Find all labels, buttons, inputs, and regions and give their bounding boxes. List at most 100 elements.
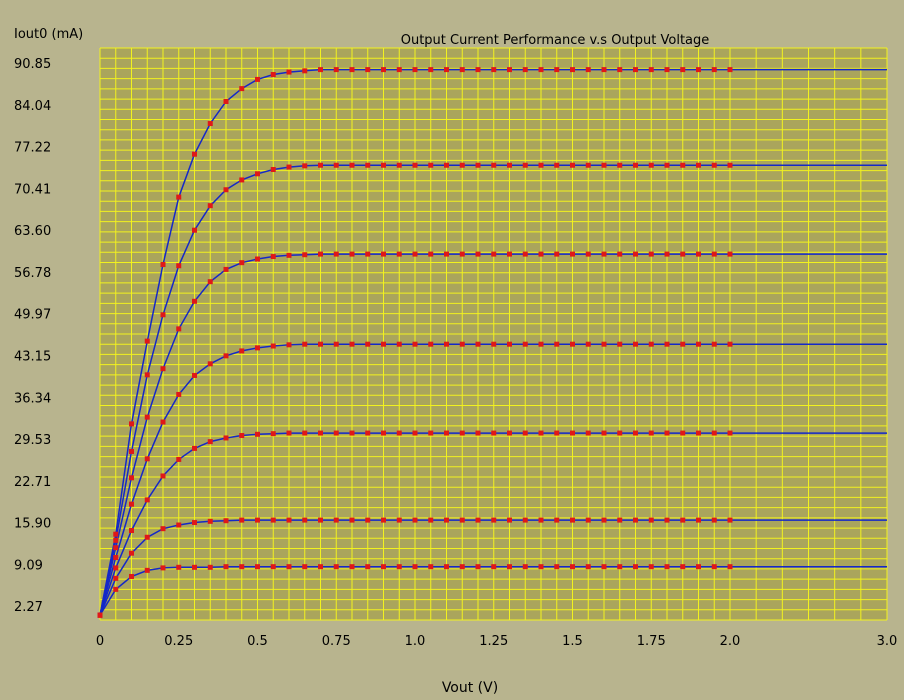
data-point	[396, 67, 402, 73]
y-tick-label: 56.78	[14, 266, 51, 281]
data-point	[554, 564, 560, 570]
data-point	[270, 564, 276, 570]
data-point	[113, 537, 119, 543]
data-point	[428, 251, 434, 257]
data-point	[491, 517, 497, 523]
data-point	[601, 251, 607, 257]
data-point	[381, 162, 386, 168]
x-tick-label: 0.25	[164, 634, 193, 649]
data-point	[459, 517, 465, 523]
y-tick-label: 36.34	[14, 391, 51, 406]
data-point	[365, 517, 371, 523]
data-point	[412, 564, 418, 570]
x-tick-labels: 0 0.25 0.5 0.75 1.0 1.25 1.5 1.75 2.0 3.0	[96, 634, 897, 649]
data-point	[570, 251, 575, 257]
data-point	[239, 433, 245, 439]
data-point	[696, 162, 701, 168]
y-tick-label: 49.97	[14, 308, 51, 323]
data-point	[727, 341, 733, 347]
data-point	[444, 430, 449, 436]
data-point	[270, 254, 276, 260]
data-point	[585, 341, 591, 347]
data-point	[302, 564, 308, 570]
data-point	[554, 162, 560, 168]
data-point	[507, 67, 512, 73]
data-point	[396, 564, 402, 570]
data-point	[711, 162, 717, 168]
data-point	[585, 162, 591, 168]
x-tick-label: 2.0	[720, 634, 741, 649]
data-point	[475, 430, 481, 436]
y-tick-label: 43.15	[14, 350, 51, 365]
data-point	[349, 564, 355, 570]
data-point	[302, 517, 308, 523]
x-tick-label: 0.5	[247, 634, 268, 649]
data-point	[160, 312, 166, 318]
data-point	[633, 67, 638, 73]
data-point	[302, 163, 308, 169]
data-point	[428, 517, 434, 523]
data-point	[318, 517, 323, 523]
data-point	[333, 430, 339, 436]
data-point	[207, 279, 213, 285]
data-point	[507, 564, 512, 570]
data-point	[459, 251, 465, 257]
data-point	[601, 517, 607, 523]
data-point	[160, 526, 166, 532]
data-point	[129, 448, 134, 454]
data-point	[570, 517, 575, 523]
data-point	[223, 266, 229, 272]
data-point	[727, 67, 733, 73]
data-point	[507, 162, 512, 168]
data-point	[412, 67, 418, 73]
data-point	[349, 430, 355, 436]
data-point	[207, 121, 213, 127]
data-point	[585, 67, 591, 73]
data-point	[570, 564, 575, 570]
data-point	[333, 251, 339, 257]
data-point	[381, 341, 386, 347]
data-point	[680, 517, 686, 523]
data-point	[381, 251, 386, 257]
data-point	[538, 162, 544, 168]
data-point	[585, 251, 591, 257]
data-point	[255, 431, 260, 437]
data-point	[365, 251, 371, 257]
data-point	[144, 497, 150, 503]
data-point	[475, 341, 481, 347]
data-point	[696, 564, 701, 570]
data-point	[412, 341, 418, 347]
data-point	[302, 68, 308, 74]
data-point	[207, 439, 213, 445]
data-point	[318, 251, 323, 257]
data-point	[176, 194, 182, 200]
data-point	[365, 162, 371, 168]
x-tick-label: 0	[96, 634, 104, 649]
data-point	[176, 391, 182, 397]
data-point	[113, 554, 119, 560]
data-point	[144, 534, 150, 540]
data-point	[522, 517, 528, 523]
data-point	[522, 67, 528, 73]
series-line-5	[99, 253, 887, 616]
data-point	[522, 162, 528, 168]
data-point	[333, 67, 339, 73]
data-point	[648, 341, 654, 347]
data-point	[396, 162, 402, 168]
data-point	[255, 517, 260, 523]
data-point	[129, 421, 134, 427]
data-point	[129, 573, 134, 579]
data-point	[223, 564, 229, 570]
data-point	[711, 251, 717, 257]
data-point	[318, 67, 323, 73]
marker-group	[97, 67, 733, 618]
data-point	[333, 564, 339, 570]
data-point	[617, 341, 623, 347]
data-point	[270, 72, 276, 78]
data-point	[97, 612, 103, 618]
data-point	[129, 501, 134, 507]
data-point	[680, 251, 686, 257]
data-point	[192, 227, 197, 233]
x-tick-label: 1.75	[637, 634, 666, 649]
